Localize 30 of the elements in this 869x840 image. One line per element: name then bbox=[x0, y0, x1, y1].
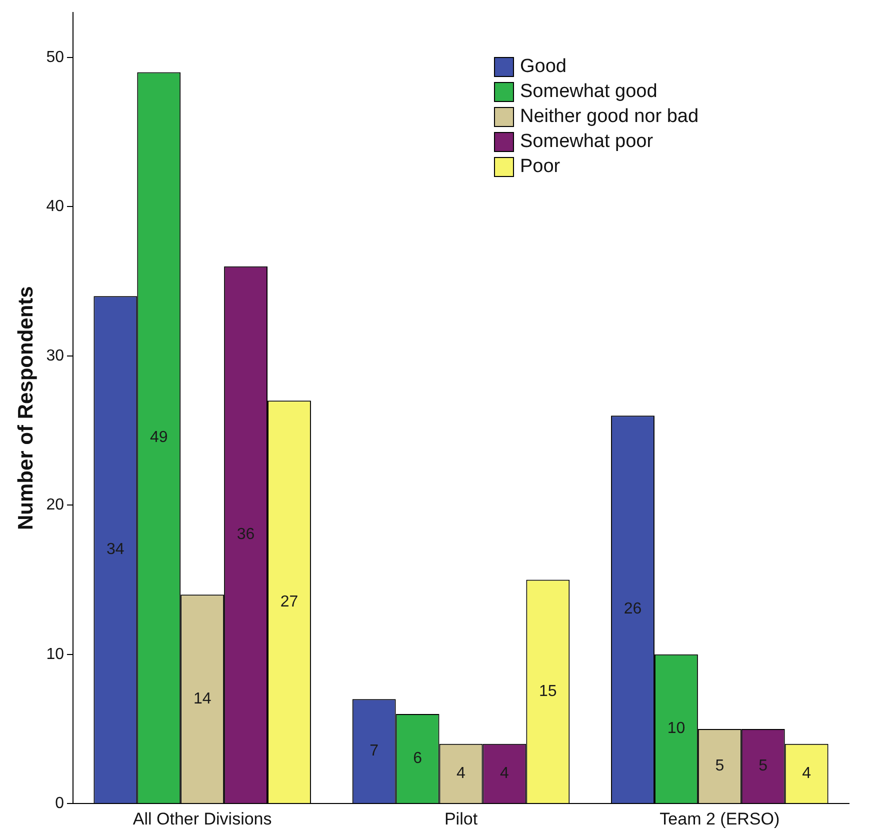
legend-label: Poor bbox=[520, 156, 560, 178]
legend-label: Good bbox=[520, 56, 566, 78]
x-tick-label: Team 2 (ERSO) bbox=[660, 809, 780, 828]
data-label: 26 bbox=[624, 600, 642, 618]
legend-label: Somewhat poor bbox=[520, 131, 654, 154]
data-label: 4 bbox=[456, 764, 466, 782]
data-label: 6 bbox=[413, 750, 422, 767]
data-label: 7 bbox=[370, 742, 379, 760]
y-tick-label: 30 bbox=[46, 347, 64, 364]
data-label: 27 bbox=[280, 593, 298, 610]
data-label: 49 bbox=[150, 429, 168, 446]
data-label: 15 bbox=[539, 682, 557, 700]
y-tick-label: 50 bbox=[46, 48, 64, 66]
data-label: 4 bbox=[500, 764, 509, 782]
legend-label: Neither good nor bad bbox=[520, 106, 699, 128]
y-tick-label: 20 bbox=[46, 496, 64, 514]
data-label: 5 bbox=[715, 757, 724, 774]
x-tick-label: Pilot bbox=[444, 809, 478, 828]
data-label: 10 bbox=[667, 720, 686, 738]
y-tick-label: 40 bbox=[46, 198, 64, 216]
x-tick-label: All Other Divisions bbox=[132, 809, 272, 828]
data-label: 34 bbox=[106, 541, 124, 558]
y-tick-label: 0 bbox=[55, 795, 64, 812]
data-label: 14 bbox=[193, 690, 212, 708]
legend-label: Somewhat good bbox=[520, 81, 658, 104]
y-tick-label: 10 bbox=[46, 646, 64, 663]
data-label: 5 bbox=[758, 757, 768, 774]
data-label: 4 bbox=[802, 764, 812, 782]
y-axis-title: Number of Respondents bbox=[14, 286, 38, 530]
data-label: 36 bbox=[236, 526, 255, 544]
